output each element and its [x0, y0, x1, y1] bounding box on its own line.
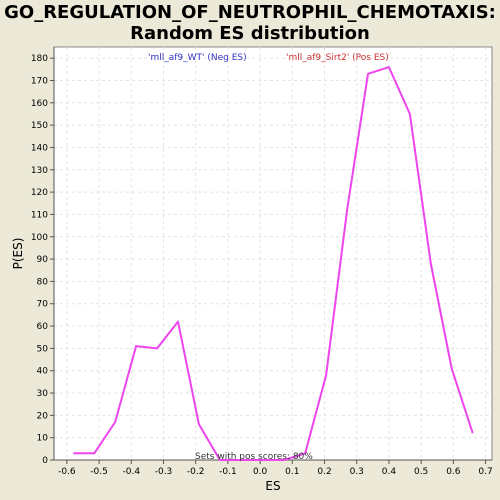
es-distribution-line: [73, 66, 474, 461]
y-tick-label: 80: [37, 277, 49, 287]
chart-title-line2: Random ES distribution: [130, 23, 370, 44]
x-tick-label: -0.1: [219, 467, 237, 477]
x-tick-label: 0.4: [382, 467, 397, 477]
y-tick-label: 170: [31, 76, 48, 86]
x-tick-label: 0.0: [253, 467, 268, 477]
plot-area: [53, 46, 493, 461]
x-tick-label: -0.6: [58, 467, 76, 477]
x-tick-label: -0.3: [155, 467, 173, 477]
x-tick-label: 0.5: [414, 467, 428, 477]
x-tick-label: 0.2: [317, 467, 331, 477]
x-tick-label: -0.4: [123, 467, 141, 477]
y-tick-label: 20: [37, 411, 49, 421]
y-tick-label: 0: [42, 456, 48, 466]
grid-lines: [54, 47, 492, 461]
y-tick-label: 110: [31, 210, 48, 220]
y-tick-label: 100: [31, 233, 48, 243]
y-tick-label: 30: [37, 389, 49, 399]
y-tick-label: 130: [31, 166, 48, 176]
pos-scores-annotation: Sets with pos scores: 80%: [195, 452, 313, 462]
y-tick-label: 150: [31, 121, 48, 131]
y-tick-label: 140: [31, 143, 48, 153]
y-tick-label: 10: [37, 434, 49, 444]
y-tick-label: 70: [37, 300, 49, 310]
x-tick-label: 0.3: [350, 467, 364, 477]
legend-neg-es: 'mll_af9_WT' (Neg ES): [148, 53, 247, 63]
y-tick-label: 180: [31, 54, 48, 64]
x-tick-label: -0.2: [187, 467, 205, 477]
axes: 0 10 20 30 40 50 60 70 80 90 100 110 120 130 140 150 160…: [31, 47, 493, 477]
y-tick-label: 120: [31, 188, 48, 198]
y-tick-label: 90: [37, 255, 49, 265]
x-axis-label: ES: [265, 479, 280, 493]
y-axis-label: P(ES): [11, 238, 25, 270]
x-tick-label: 0.1: [285, 467, 299, 477]
x-tick-label: 0.6: [446, 467, 461, 477]
legend-pos-es: 'mll_af9_Sirt2' (Pos ES): [286, 53, 389, 63]
y-tick-label: 160: [31, 99, 48, 109]
chart-title-line1: GO_REGULATION_OF_NEUTROPHIL_CHEMOTAXIS:: [4, 2, 496, 23]
y-tick-label: 50: [37, 344, 49, 354]
chart-title: GO_REGULATION_OF_NEUTROPHIL_CHEMOTAXIS: …: [0, 2, 500, 44]
x-tick-label: 0.7: [478, 467, 492, 477]
y-tick-label: 40: [37, 367, 49, 377]
y-tick-label: 60: [37, 322, 49, 332]
series-layer: [73, 66, 474, 461]
x-tick-label: -0.5: [90, 467, 108, 477]
